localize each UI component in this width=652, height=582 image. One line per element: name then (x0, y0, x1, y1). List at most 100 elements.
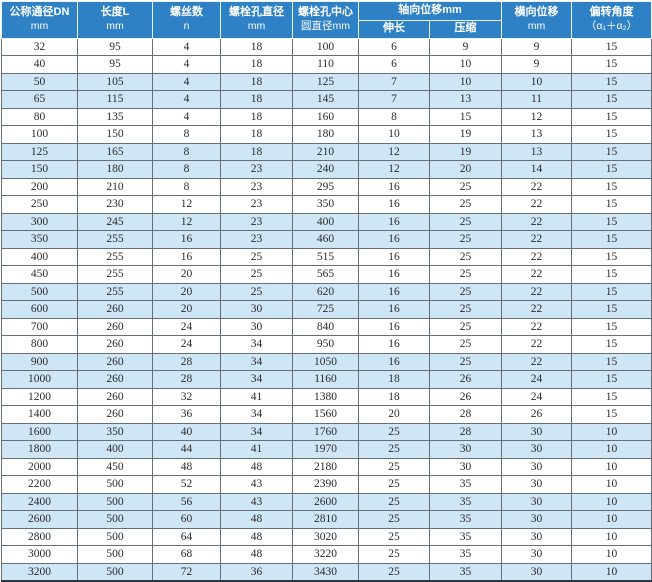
table-cell: 2180 (292, 457, 359, 476)
table-cell: 20 (152, 300, 221, 319)
table-cell: 25 (358, 422, 430, 441)
table-row: 2800 500 64 48 3020 25 35 30 10 (1, 527, 652, 546)
table-cell: 950 (292, 335, 359, 354)
table-cell: 4 (152, 90, 221, 109)
table-cell: 32 (1, 37, 78, 56)
table-cell: 15 (571, 335, 652, 354)
table-cell: 60 (152, 510, 221, 529)
table-cell: 30 (220, 300, 293, 319)
table-cell: 515 (292, 247, 359, 266)
table-cell: 1800 (1, 440, 78, 459)
table-cell: 18 (220, 55, 293, 74)
table-row: 2400 500 56 43 2600 25 35 30 10 (1, 492, 652, 511)
table-cell: 450 (1, 265, 78, 284)
table-cell: 18 (358, 387, 430, 406)
header-label: 公称通径DN (9, 6, 70, 19)
table-cell: 65 (1, 90, 78, 109)
table-cell: 500 (77, 475, 153, 494)
table-row: 65 115 4 18 145 7 13 11 15 (1, 90, 652, 109)
header-unit: mm (30, 20, 49, 33)
table-row: 1600 350 40 34 1760 25 28 30 10 (1, 422, 652, 441)
table-cell: 18 (220, 72, 293, 91)
table-row: 1400 260 36 34 1560 20 28 26 15 (1, 405, 652, 424)
table-cell: 22 (501, 212, 572, 231)
table-cell: 48 (220, 457, 293, 476)
table-cell: 10 (571, 510, 652, 529)
table-cell: 26 (429, 387, 502, 406)
table-cell: 125 (1, 142, 78, 161)
table-cell: 2600 (1, 510, 78, 529)
table-cell: 1000 (1, 370, 78, 389)
table-row: 800 260 24 34 950 16 25 22 15 (1, 335, 652, 354)
table-cell: 48 (152, 457, 221, 476)
header-unit: （α₁＋α₂） (585, 20, 638, 33)
table-cell: 18 (220, 107, 293, 126)
table-cell: 16 (358, 265, 430, 284)
table-cell: 34 (220, 352, 293, 371)
table-cell: 2200 (1, 475, 78, 494)
table-cell: 135 (77, 107, 153, 126)
table-cell: 500 (1, 282, 78, 301)
header-bolt-hole-diameter: 螺栓孔直径 mm (220, 1, 293, 39)
table-cell: 35 (429, 545, 502, 564)
table-row: 300 245 12 23 400 16 25 22 15 (1, 212, 652, 231)
table-cell: 9 (501, 55, 572, 74)
table-cell: 30 (501, 457, 572, 476)
table-cell: 500 (77, 562, 153, 582)
table-cell: 15 (571, 177, 652, 196)
table-row: 40 95 4 18 110 6 10 9 15 (1, 55, 652, 74)
table-cell: 13 (429, 90, 502, 109)
header-row-main: 公称通径DN mm 长度L mm 螺丝数 n 螺栓孔直径 mm 螺栓孔中心 (1, 1, 652, 39)
table-cell: 200 (1, 177, 78, 196)
table-cell: 28 (152, 352, 221, 371)
table-cell: 23 (220, 212, 293, 231)
header-deflection-angle: 偏转角度 （α₁＋α₂） (571, 1, 652, 39)
table-cell: 19 (429, 125, 502, 144)
header-label: 横向位移 (514, 6, 559, 19)
table-cell: 35 (429, 527, 502, 546)
table-cell: 22 (501, 177, 572, 196)
table-cell: 8 (152, 177, 221, 196)
table-cell: 16 (152, 247, 221, 266)
table-cell: 2600 (292, 492, 359, 511)
table-cell: 565 (292, 265, 359, 284)
table-cell: 115 (77, 90, 153, 109)
table-cell: 16 (152, 230, 221, 249)
table-cell: 15 (571, 90, 652, 109)
table-cell: 40 (1, 55, 78, 74)
header-label: 偏转角度 (589, 6, 634, 19)
table-cell: 10 (429, 72, 502, 91)
table-cell: 22 (501, 282, 572, 301)
table-cell: 400 (77, 440, 153, 459)
table-cell: 6 (358, 55, 430, 74)
table-cell: 2400 (1, 492, 78, 511)
table-header: 公称通径DN mm 长度L mm 螺丝数 n 螺栓孔直径 mm 螺栓孔中心 (1, 1, 652, 39)
table-cell: 15 (571, 55, 652, 74)
table-cell: 16 (358, 212, 430, 231)
table-cell: 1160 (292, 370, 359, 389)
table-cell: 15 (571, 72, 652, 91)
table-cell: 25 (429, 282, 502, 301)
table-cell: 23 (220, 230, 293, 249)
table-cell: 30 (501, 422, 572, 441)
table-cell: 900 (1, 352, 78, 371)
table-cell: 18 (220, 125, 293, 144)
table-cell: 260 (77, 405, 153, 424)
table-cell: 30 (501, 545, 572, 564)
table-cell: 15 (571, 195, 652, 214)
table-cell: 4 (152, 55, 221, 74)
table-cell: 14 (501, 160, 572, 179)
table-cell: 15 (571, 387, 652, 406)
table-cell: 100 (1, 125, 78, 144)
header-lateral-displacement: 横向位移 mm (501, 1, 572, 39)
header-label: 螺栓孔直径 (229, 6, 284, 19)
table-cell: 500 (77, 527, 153, 546)
table-row: 100 150 8 18 180 10 19 13 15 (1, 125, 652, 144)
table-cell: 43 (220, 492, 293, 511)
header-compression: 压缩 (429, 19, 502, 39)
table-cell: 250 (1, 195, 78, 214)
table-cell: 230 (77, 195, 153, 214)
table-cell: 15 (571, 317, 652, 336)
table-cell: 16 (358, 300, 430, 319)
table-cell: 165 (77, 142, 153, 161)
